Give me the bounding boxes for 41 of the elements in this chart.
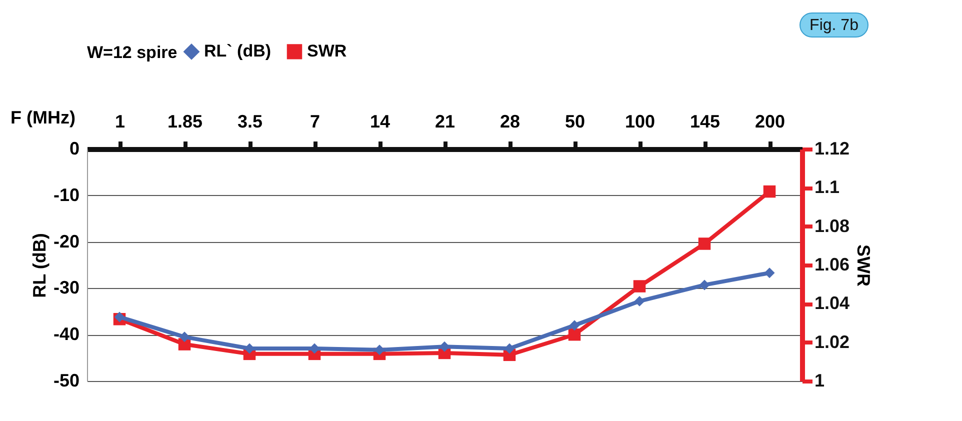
point [699,280,710,290]
point [569,320,580,331]
legend-label: RL` (dB) [204,42,272,61]
point [764,268,775,278]
x-tick-label: 145 [690,112,720,132]
chart-title: W=12 spire [87,43,178,62]
y-tick-label: -30 [53,278,80,298]
x-tick-label: 1 [114,112,126,132]
y-tick-label: -10 [53,184,80,205]
point [568,328,581,341]
y2-tick-label: 1.12 [814,138,850,158]
y2-tick-label: 1.1 [814,177,840,198]
point [634,296,645,306]
y2-tick-label: 1.08 [814,216,850,236]
x-tick-label: 21 [434,112,456,132]
x-tick-label: 7 [310,112,320,132]
x-tick-label: 100 [624,112,656,132]
x-tick-label: 1.85 [167,112,203,132]
caption: Fig. 7b [810,17,859,34]
x-tick-label: 14 [370,112,390,132]
y2-tick-label: 1.02 [814,332,850,352]
x-tick-label: 3.5 [237,112,263,132]
y2-tick-label: 1.04 [814,293,850,314]
y-axis-title: RL (dB) [29,233,50,298]
y-tick-label: -20 [53,231,80,252]
y-tick-label: -40 [53,324,80,344]
point [633,280,646,292]
y2-tick-label: 1.06 [814,254,850,274]
y2-tick-label: 1 [814,370,825,390]
y2-axis-title: SWR [854,244,874,286]
y-tick-label: -50 [53,370,80,390]
point [179,332,190,342]
point [114,312,125,322]
legend-label: SWR [307,42,347,61]
x-tick-label: 28 [500,112,520,132]
x-tick-label: 200 [754,112,786,132]
x-axis-title: F (MHz) [10,108,76,128]
point [698,238,711,250]
y-tick-label: 0 [69,138,80,158]
point [763,185,776,198]
x-tick-label: 50 [564,112,586,132]
